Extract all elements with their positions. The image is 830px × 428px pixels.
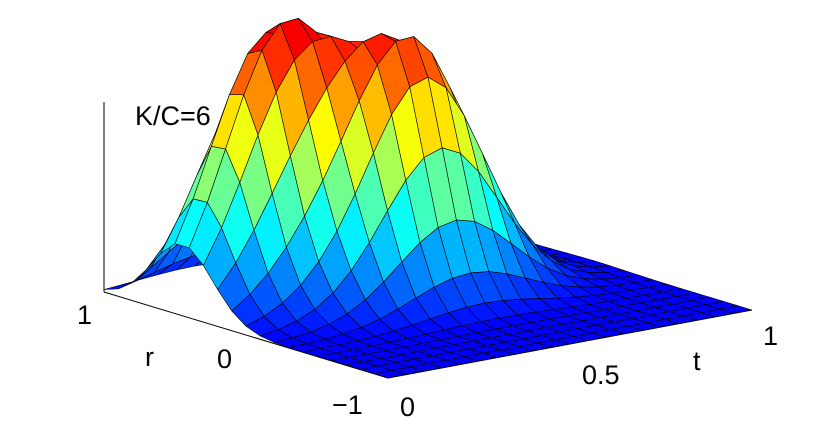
r-tick-label-1: 1 xyxy=(77,300,92,330)
r-axis-line xyxy=(103,291,389,379)
t-tick-label-0: 0 xyxy=(400,392,415,422)
t-axis-label: t xyxy=(693,346,701,376)
r-axis-label: r xyxy=(145,342,154,372)
labels: K/C=6 1 0 −1 r 0 0.5 1 t xyxy=(77,101,778,422)
t-tick-label-1: 1 xyxy=(763,321,778,351)
r-tick-label-minus1: −1 xyxy=(332,390,363,420)
t-tick-label-05: 0.5 xyxy=(582,360,620,390)
chart-annotation: K/C=6 xyxy=(135,101,211,131)
t-axis-line xyxy=(387,309,753,379)
axes xyxy=(103,102,753,379)
r-tick-label-0: 0 xyxy=(217,344,232,374)
surface-mesh xyxy=(103,17,753,379)
